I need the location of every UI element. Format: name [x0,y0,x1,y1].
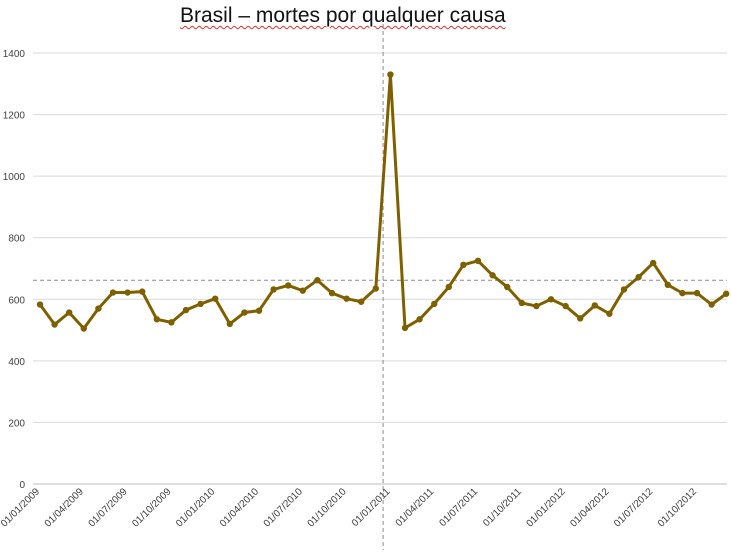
data-point-21 [343,295,350,302]
data-point-32 [504,283,511,291]
y-tick-label-1000: 1000 [3,172,26,183]
data-point-30 [474,257,482,265]
data-point-24 [387,71,394,78]
data-point-10 [182,306,190,314]
data-point-40 [620,286,628,293]
chart-title: Brasil – mortes por qualquer causa [180,4,506,27]
data-point-22 [358,298,365,305]
x-tick-label-1: 01/04/2009 [43,486,86,529]
data-point-14 [241,309,248,316]
x-tick-label-6: 01/07/2010 [262,486,305,529]
data-point-11 [197,300,204,308]
data-point-8 [153,316,160,323]
data-point-44 [679,289,686,297]
data-point-43 [664,281,671,289]
data-point-35 [547,296,555,303]
y-tick-label-0: 0 [19,480,25,491]
data-point-3 [80,325,88,332]
data-point-6 [124,289,131,296]
data-point-23 [372,285,379,292]
y-tick-label-200: 200 [8,418,25,429]
data-point-5 [109,289,117,296]
data-point-26 [416,316,423,323]
data-point-46 [708,301,715,308]
x-tick-label-14: 01/07/2012 [612,486,655,529]
y-tick-label-600: 600 [8,295,25,306]
data-point-16 [270,286,277,293]
data-point-25 [401,324,409,332]
y-tick-label-400: 400 [8,357,25,368]
data-point-0 [36,301,44,308]
data-point-18 [299,287,306,294]
x-tick-label-9: 01/04/2011 [394,486,437,529]
x-tick-label-10: 01/07/2011 [437,486,480,529]
data-point-7 [139,288,146,295]
data-point-4 [95,305,102,312]
data-point-45 [693,289,701,297]
data-point-13 [226,320,233,328]
y-tick-label-1200: 1200 [3,111,26,122]
x-tick-label-11: 01/10/2011 [481,486,524,529]
data-point-17 [285,282,292,289]
data-point-12 [212,295,219,302]
data-point-9 [168,319,175,326]
data-point-1 [51,321,58,328]
y-tick-label-800: 800 [8,234,25,245]
data-point-29 [460,261,467,269]
x-tick-label-0: 01/01/2009 [0,486,42,529]
x-tick-label-4: 01/01/2010 [174,486,217,529]
x-tick-label-3: 01/10/2009 [130,486,173,529]
data-point-39 [606,310,613,317]
x-tick-label-15: 01/10/2012 [656,486,699,529]
x-tick-label-5: 01/04/2010 [218,486,261,529]
data-point-27 [431,300,438,308]
x-tick-label-2: 01/07/2009 [87,486,130,529]
data-point-2 [66,309,73,316]
data-point-33 [518,299,525,307]
data-point-41 [635,273,642,281]
data-point-42 [650,259,657,267]
series-line-0 [38,73,728,331]
data-point-34 [533,302,540,310]
data-point-31 [489,272,496,279]
data-point-47 [723,290,730,297]
data-point-37 [577,315,584,322]
data-point-19 [314,276,321,284]
data-point-36 [562,302,569,310]
data-point-38 [591,302,598,309]
y-tick-label-1400: 1400 [3,49,26,60]
x-tick-label-12: 01/01/2012 [525,486,568,529]
x-tick-label-8: 01/01/2011 [350,486,393,529]
x-tick-label-13: 01/04/2012 [568,486,611,529]
x-tick-label-7: 01/10/2010 [306,486,349,529]
data-point-20 [328,289,336,297]
data-point-28 [445,283,452,291]
data-point-15 [255,307,263,314]
